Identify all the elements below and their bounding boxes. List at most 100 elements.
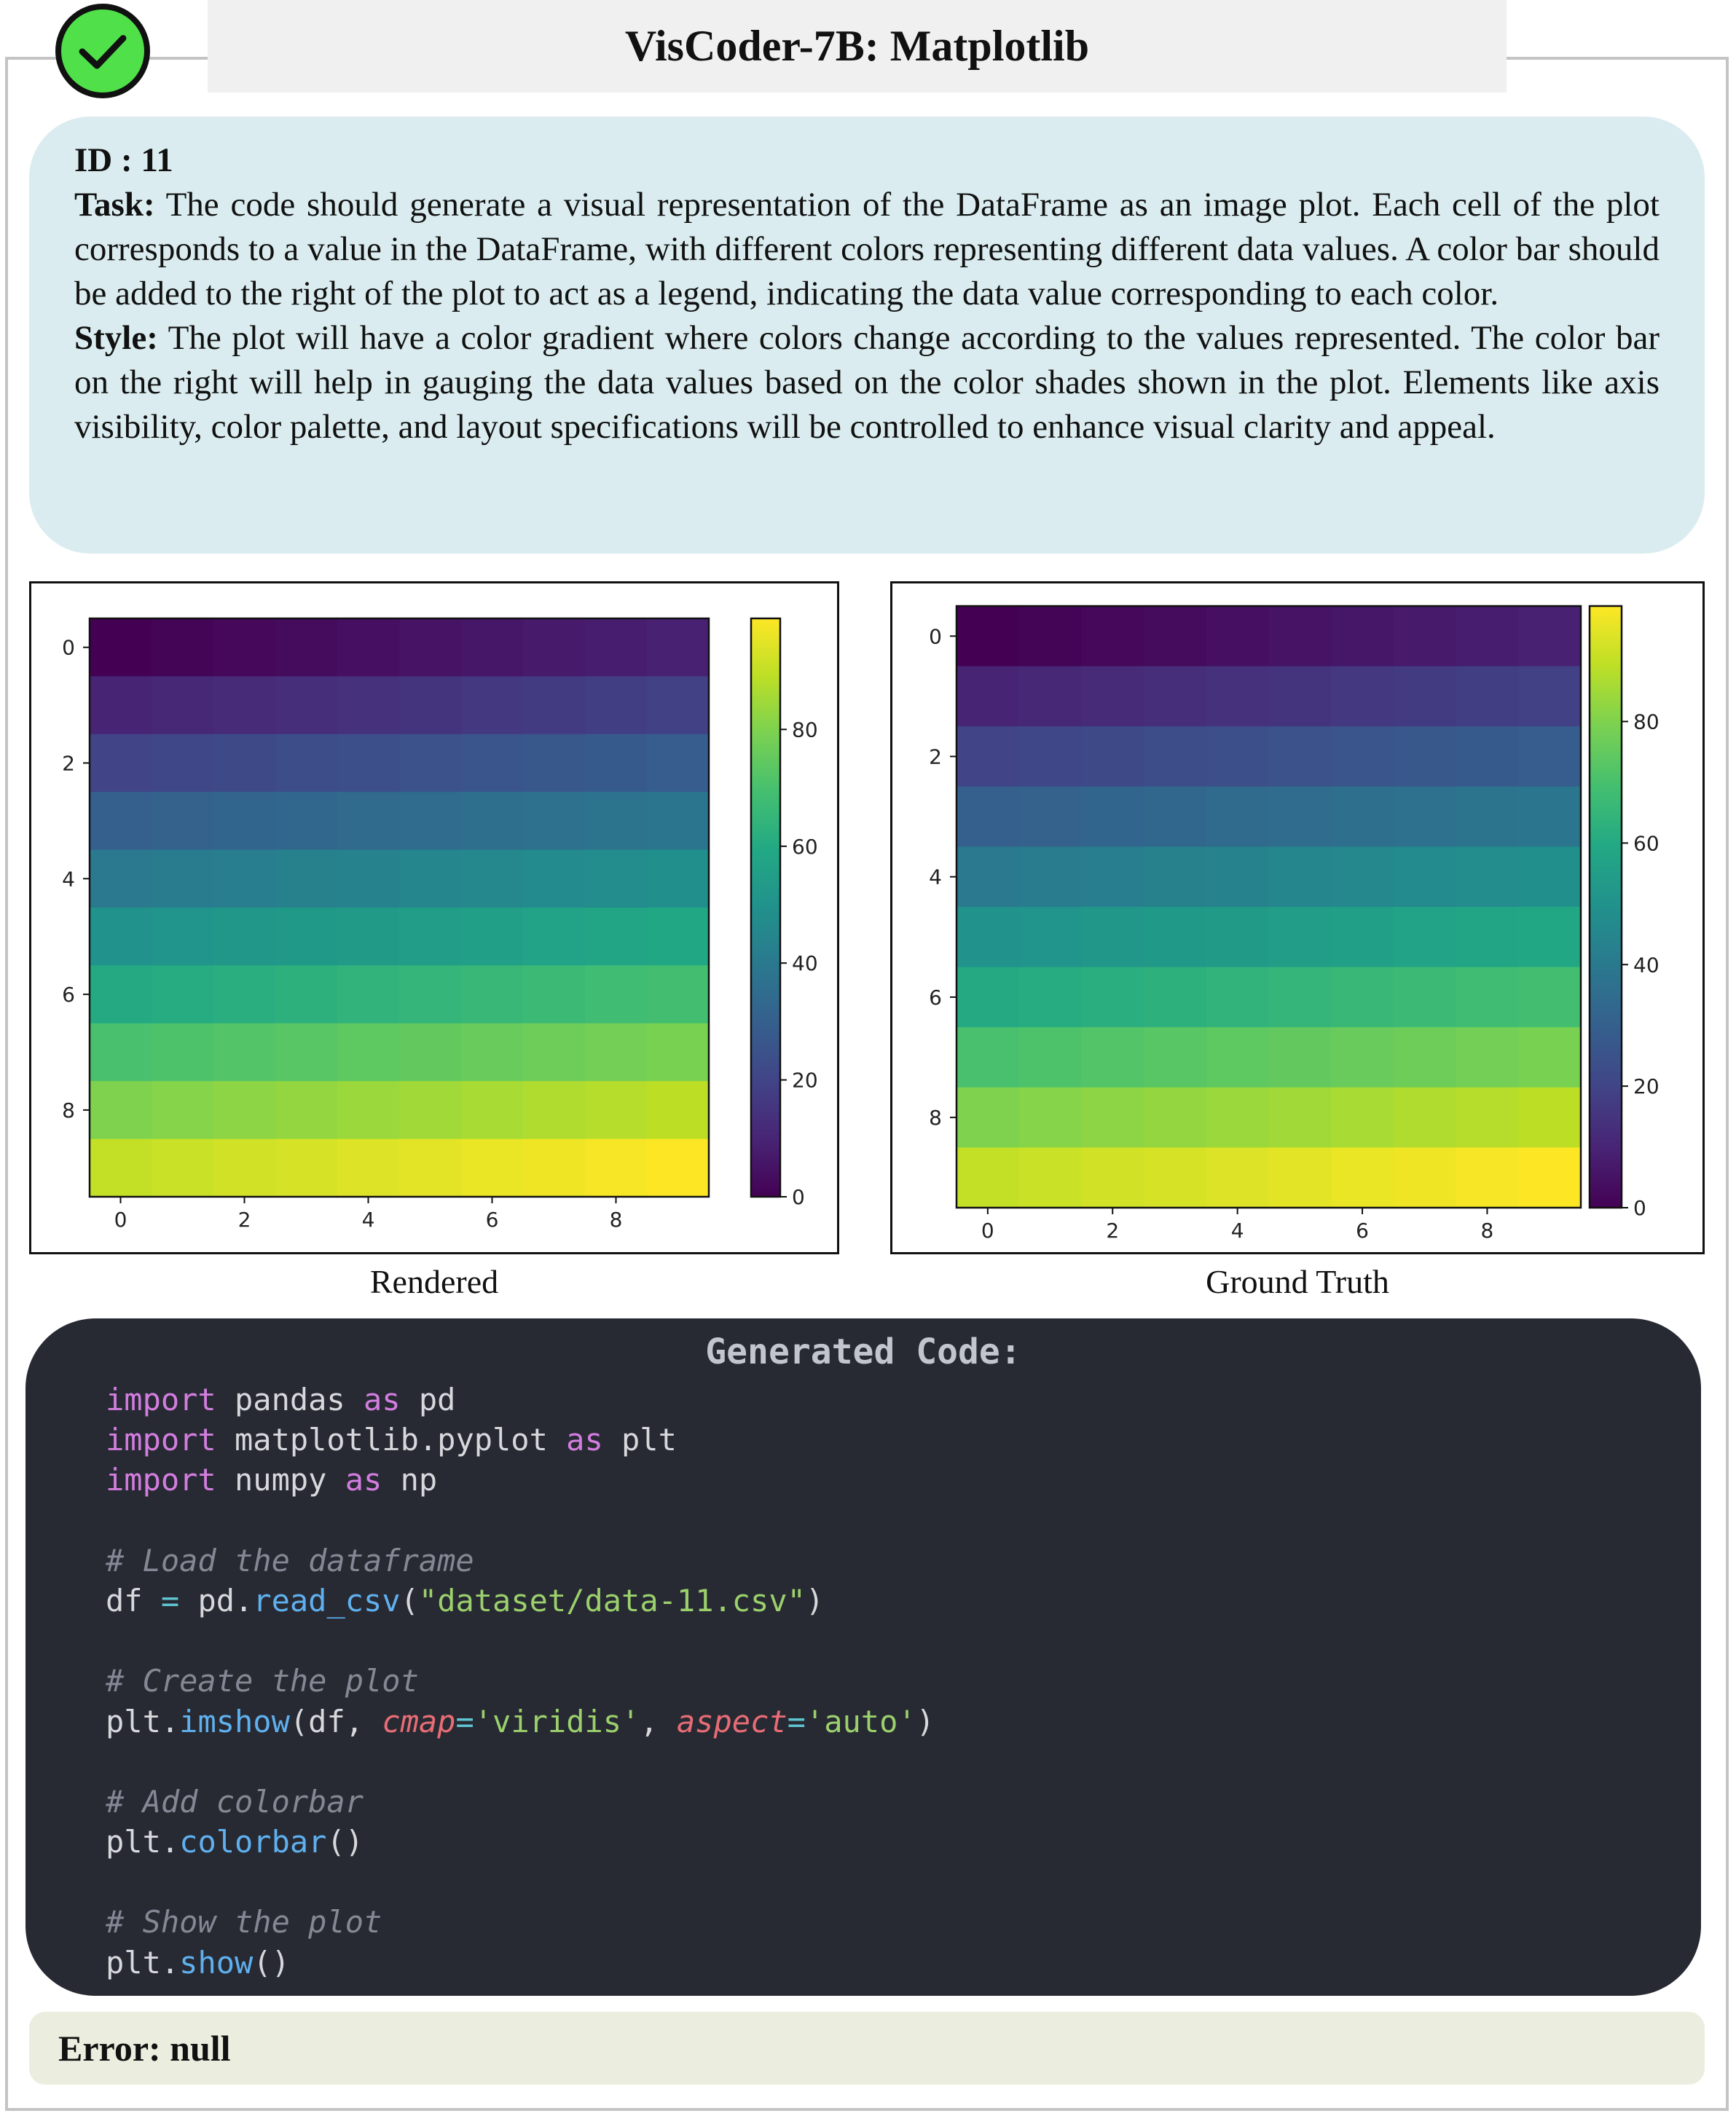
heatmap-cell <box>1518 846 1582 908</box>
heatmap-cell <box>523 908 586 966</box>
colorbar-tick-label: 0 <box>792 1185 805 1209</box>
heatmap-cell <box>957 1147 1020 1208</box>
heatmap-cell <box>1331 1087 1394 1148</box>
y-tick-label: 8 <box>62 1098 75 1122</box>
heatmap-cell <box>461 965 524 1024</box>
heatmap-cell <box>1393 1027 1457 1088</box>
heatmap-cell <box>1268 1027 1332 1088</box>
heatmap-cell <box>1331 967 1394 1028</box>
heatmap-cell <box>1206 967 1270 1028</box>
code-token: plt. <box>106 1703 180 1739</box>
heatmap-cell <box>1144 907 1207 968</box>
code-token: as <box>566 1422 603 1458</box>
heatmap-cell <box>523 618 586 677</box>
heatmap-cell <box>399 908 462 966</box>
heatmap-cell <box>213 908 276 966</box>
heatmap-cell <box>213 1023 276 1082</box>
heatmap-cell <box>647 1023 710 1082</box>
code-token: (df, <box>289 1703 382 1739</box>
heatmap-cell <box>1018 907 1082 968</box>
heatmap-cell <box>337 792 400 851</box>
heatmap-cell <box>399 1081 462 1140</box>
code-token: import <box>106 1382 216 1417</box>
heatmap-cell <box>1518 1027 1582 1088</box>
heatmap-cell <box>523 1081 586 1140</box>
task-id: ID : 11 <box>74 141 173 179</box>
heatmap-cell <box>647 1138 710 1197</box>
y-tick-label: 4 <box>929 865 942 889</box>
colorbar-tick-label: 20 <box>792 1069 818 1093</box>
heatmap-cell <box>1456 907 1519 968</box>
heatmap-cell <box>275 965 338 1024</box>
heatmap-cell <box>461 849 524 908</box>
heatmap-cell <box>1018 1087 1082 1148</box>
code-token: df <box>106 1582 161 1619</box>
heatmap-cells <box>90 618 710 1197</box>
heatmap-cell <box>647 676 710 735</box>
heatmap-cell <box>1456 606 1519 667</box>
heatmap-cell <box>213 1138 276 1197</box>
code-token: = <box>160 1582 180 1619</box>
heatmap-cell <box>585 849 648 908</box>
code-line: plt.imshow(df, cmap='viridis', aspect='a… <box>106 1702 935 1742</box>
heatmap-cell <box>1081 846 1144 908</box>
heatmap-cell <box>523 1138 586 1197</box>
code-line: plt.show() <box>106 1943 935 1983</box>
heatmap-cell <box>957 786 1020 847</box>
code-token: plt. <box>106 1944 180 1981</box>
colorbar <box>750 617 782 1198</box>
x-tick-label: 0 <box>114 1208 127 1232</box>
y-tick-label: 2 <box>62 752 75 776</box>
heatmap-cell <box>1268 967 1332 1028</box>
heatmap-cell <box>1393 1087 1457 1148</box>
heatmap-cell <box>957 1027 1020 1088</box>
heatmap-cell <box>1518 1147 1582 1208</box>
heatmap-cell <box>1331 1027 1394 1088</box>
heatmap-cell <box>1518 726 1582 787</box>
heatmap-cell <box>152 1138 214 1197</box>
heatmap-cell <box>1268 1087 1332 1148</box>
code-token: () <box>326 1824 364 1860</box>
code-token: as <box>364 1382 401 1417</box>
error-message: Error: null <box>29 2012 1705 2085</box>
heatmap-cell <box>337 733 400 792</box>
task-text: Task: The code should generate a visual … <box>74 186 1660 312</box>
heatmap-cell <box>1518 786 1582 847</box>
heatmap-cell <box>585 908 648 966</box>
heatmap-cell <box>337 849 400 908</box>
heatmap-cell <box>1144 1027 1207 1088</box>
heatmap-cell <box>213 733 276 792</box>
heatmap-cell <box>523 965 586 1024</box>
code-token: import <box>106 1462 216 1498</box>
heatmap-cell <box>1206 1147 1270 1208</box>
heatmap-cell <box>90 1023 152 1082</box>
heatmap-cell <box>1206 666 1270 727</box>
heatmap-cell <box>461 908 524 966</box>
heatmap-cell <box>647 618 710 677</box>
heatmap-cell <box>1144 786 1207 847</box>
heatmap-cell <box>957 967 1020 1028</box>
heatmap-cell <box>1268 846 1332 908</box>
heatmap-cell <box>275 792 338 851</box>
heatmap-cell <box>1144 1087 1207 1148</box>
heatmap-cell <box>957 666 1020 727</box>
heatmap-cell <box>1331 907 1394 968</box>
heatmap-cell <box>1268 666 1332 727</box>
style-text: Style: The plot will have a color gradie… <box>74 319 1660 446</box>
code-line <box>106 1621 935 1661</box>
heatmap-cell <box>1018 726 1082 787</box>
heatmap-cell <box>1456 786 1519 847</box>
heatmap-cell <box>152 1081 214 1140</box>
generated-code-card: Generated Code: import pandas as pd impor… <box>25 1318 1701 1996</box>
heatmap-cell <box>1268 786 1332 847</box>
heatmap-cell <box>1144 666 1207 727</box>
heatmap-cell <box>337 618 400 677</box>
heatmap-cell <box>461 792 524 851</box>
heatmap-cell <box>647 733 710 792</box>
code-token: # Add colorbar <box>106 1783 364 1820</box>
heatmap-cell <box>1206 907 1270 968</box>
rendered-caption: Rendered <box>369 1263 499 1300</box>
heatmap-cell <box>90 676 152 735</box>
